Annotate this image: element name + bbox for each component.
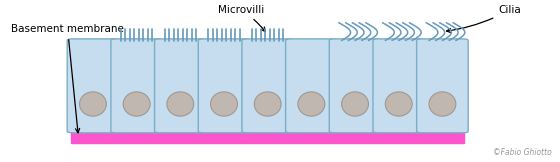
FancyBboxPatch shape [111, 39, 162, 133]
Ellipse shape [167, 92, 194, 116]
FancyBboxPatch shape [67, 39, 119, 133]
Text: Microvilli: Microvilli [218, 5, 265, 31]
Ellipse shape [342, 92, 368, 116]
Ellipse shape [211, 92, 237, 116]
Text: ©Fabio Ghiotto: ©Fabio Ghiotto [493, 148, 552, 157]
Bar [71, 131, 464, 143]
Ellipse shape [254, 92, 281, 116]
FancyBboxPatch shape [155, 39, 206, 133]
Ellipse shape [385, 92, 412, 116]
FancyBboxPatch shape [329, 39, 381, 133]
FancyBboxPatch shape [417, 39, 468, 133]
FancyBboxPatch shape [286, 39, 337, 133]
FancyBboxPatch shape [198, 39, 250, 133]
Text: Cilia: Cilia [446, 5, 521, 33]
Ellipse shape [298, 92, 325, 116]
Ellipse shape [429, 92, 456, 116]
FancyBboxPatch shape [242, 39, 293, 133]
Ellipse shape [123, 92, 150, 116]
Ellipse shape [80, 92, 106, 116]
FancyBboxPatch shape [373, 39, 424, 133]
Text: Basement membrane: Basement membrane [11, 24, 124, 133]
